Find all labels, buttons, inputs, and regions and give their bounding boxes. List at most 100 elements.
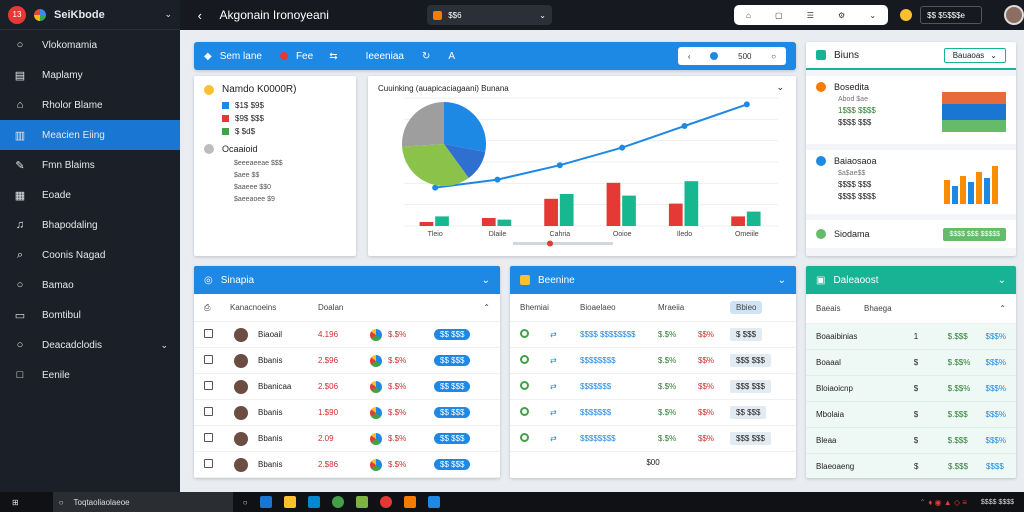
- chevron-up-icon[interactable]: ⌃: [999, 304, 1006, 313]
- summary-card-2[interactable]: Baiaosaoa $a$ae$$ $$$$ $$$ $$$$ $$$$: [806, 150, 1016, 214]
- link-icon[interactable]: ⇄: [550, 408, 557, 417]
- sidebar-item[interactable]: ▥ Meacien Eiing: [0, 120, 180, 150]
- extension-icon[interactable]: ⚙: [838, 10, 846, 20]
- chevron-down-icon[interactable]: ⌄: [777, 274, 786, 286]
- sidebar-item[interactable]: ○ Bamao: [0, 270, 180, 300]
- print-icon[interactable]: ⎙: [204, 302, 211, 312]
- table-row[interactable]: Bbanis 2.$86 $.$% $$ $$$: [194, 452, 500, 478]
- row-name[interactable]: $$$$$$$: [580, 382, 612, 391]
- link-icon[interactable]: ⇄: [550, 382, 557, 391]
- chevron-down-icon[interactable]: ⌄: [997, 274, 1006, 286]
- app-icon[interactable]: [355, 496, 368, 508]
- row-name[interactable]: $$$$ $$$$$$$$: [580, 330, 636, 339]
- table-row[interactable]: Bleaa $ $.$$$ $$$%: [806, 428, 1016, 454]
- link-icon[interactable]: ⇄: [550, 434, 557, 443]
- table-row[interactable]: Blaeoaeng $ $.$$$ $$$$: [806, 454, 1016, 478]
- column-header[interactable]: Mraeiia: [658, 303, 685, 312]
- chevron-down-icon[interactable]: ⌄: [869, 10, 877, 20]
- sidebar-item[interactable]: ▦ Eoade: [0, 180, 180, 210]
- chrome-icon[interactable]: [379, 496, 392, 508]
- mail-icon[interactable]: [427, 496, 440, 508]
- chevron-up-icon[interactable]: ⌃: [483, 303, 490, 312]
- table-panel-1: ◎ Sinapia ⌄ ⎙ Kanacnoeins Doalan ⌃ Biaoa…: [194, 266, 500, 478]
- table-row[interactable]: ⇄ $$$$$$$ $.$% $$% $$$ $$$: [510, 374, 796, 400]
- address-bar[interactable]: $$6 ⌄: [427, 5, 552, 25]
- column-header[interactable]: Bioaelaeo: [580, 303, 616, 312]
- notification-badge[interactable]: 13: [8, 5, 26, 24]
- link-icon[interactable]: ⇄: [550, 330, 557, 339]
- checkbox[interactable]: [204, 381, 213, 390]
- table-row[interactable]: Bbanicaa 2.$06 $.$% $$ $$$: [194, 374, 500, 400]
- sidebar-item[interactable]: ▤ Maplamy: [0, 60, 180, 90]
- text-icon[interactable]: A: [448, 50, 456, 62]
- back-arrow-icon[interactable]: ‹: [197, 7, 202, 23]
- link-icon[interactable]: ⇄: [550, 356, 557, 365]
- record-icon[interactable]: [279, 52, 288, 60]
- prev-icon[interactable]: ‹: [687, 51, 691, 61]
- table-row[interactable]: Bbanis 2.$96 $.$% $$ $$$: [194, 348, 500, 374]
- table-row[interactable]: ⇄ $$$$$$$$ $.$% $$% $$$ $$$: [510, 426, 796, 452]
- row-name[interactable]: $$$$$$$: [580, 408, 612, 417]
- column-header[interactable]: Kanacnoeins: [230, 303, 277, 312]
- sidebar-item[interactable]: ✎ Fmn Blaims: [0, 150, 180, 180]
- windows-icon[interactable]: ⊞: [12, 497, 19, 507]
- tray-icons[interactable]: ⌃ ♦ ◉ ▲ ◇ ≡: [919, 497, 967, 507]
- table-row[interactable]: Biaoail 4.196 $.$% $$ $$$: [194, 322, 500, 348]
- menu-icon[interactable]: ☰: [806, 10, 814, 20]
- chevron-down-icon[interactable]: ⌄: [539, 10, 546, 20]
- x-tick-label: Dlaile: [489, 231, 507, 238]
- toolbar-link[interactable]: Fee: [295, 50, 314, 62]
- refresh-icon[interactable]: ↻: [421, 50, 431, 62]
- row-name[interactable]: $$$$$$$$: [580, 356, 616, 365]
- sidebar-item[interactable]: ♫ Bhapodaling: [0, 210, 180, 240]
- checkbox[interactable]: [204, 329, 213, 338]
- chevron-down-icon[interactable]: ⌄: [164, 9, 172, 19]
- sidebar-item[interactable]: □ Eenile: [0, 360, 180, 390]
- account-search[interactable]: $$ $5$$$e: [920, 6, 983, 24]
- column-header[interactable]: Doalan: [318, 303, 344, 312]
- sidebar-item[interactable]: ○ Vlokomamia: [0, 30, 180, 60]
- summary-card-3[interactable]: Siodama $$$$ $$$ $$$$$: [806, 220, 1016, 248]
- clock[interactable]: $$$$ $$$$: [980, 498, 1014, 506]
- chevron-down-icon[interactable]: ⌄: [160, 339, 168, 350]
- table-row[interactable]: Mbolaia $ $.$$$ $$$%: [806, 402, 1016, 428]
- sidebar-item[interactable]: ⌂ Rholor Blame: [0, 90, 180, 120]
- column-header[interactable]: Baeais: [816, 304, 841, 313]
- checkbox[interactable]: [204, 433, 213, 442]
- table-row[interactable]: ⇄ $$$$ $$$$$$$$ $.$% $$% $ $$$: [510, 322, 796, 348]
- app-icon[interactable]: [403, 496, 416, 508]
- table-row[interactable]: Boaaibinias 1 $.$$$ $$$%: [806, 324, 1016, 350]
- column-header[interactable]: Bbieo: [730, 301, 763, 314]
- checkbox[interactable]: [204, 407, 213, 416]
- row-name[interactable]: $$$$$$$$: [580, 434, 616, 443]
- file-explorer-icon[interactable]: [259, 496, 272, 508]
- table-row[interactable]: Bbanis 1.$90 $.$% $$ $$$: [194, 400, 500, 426]
- tab-icon[interactable]: ▢: [775, 10, 783, 20]
- sidebar-item[interactable]: ⌕ Coonis Nagad: [0, 240, 180, 270]
- right-panel-button[interactable]: Bauaoas ⌄: [943, 47, 1006, 63]
- share-icon[interactable]: ⇆: [329, 50, 338, 62]
- chevron-down-icon[interactable]: ⌄: [481, 274, 490, 286]
- avatar[interactable]: [1004, 5, 1024, 25]
- folder-icon[interactable]: [283, 496, 296, 508]
- taskbar-search[interactable]: ○ Toqtaoliaolaeoe: [52, 492, 233, 512]
- table-row[interactable]: ⇄ $$$$$$$$ $.$% $$% $$$ $$$: [510, 348, 796, 374]
- home-icon[interactable]: ⌂: [746, 10, 751, 20]
- toolbar-link-2[interactable]: Ieeeniaa: [365, 50, 404, 62]
- checkbox[interactable]: [204, 459, 213, 468]
- sidebar-item[interactable]: ▭ Bomtibul: [0, 300, 180, 330]
- task-view-icon[interactable]: ○: [242, 497, 248, 507]
- table-row[interactable]: Bloiaoicnp $ $.$$% $$$%: [806, 376, 1016, 402]
- chevron-down-icon[interactable]: ⌄: [776, 82, 784, 92]
- table-row[interactable]: Bbanis 2.09 $.$% $$ $$$: [194, 426, 500, 452]
- checkbox[interactable]: [204, 355, 213, 364]
- browser-icon[interactable]: [331, 496, 344, 508]
- table-row[interactable]: ⇄ $$$$$$$ $.$% $$% $$ $$$: [510, 400, 796, 426]
- summary-card-1[interactable]: Bosedita Abod $ae 1$$$ $$$$ $$$$ $$$: [806, 76, 1016, 144]
- circle-icon[interactable]: ○: [771, 51, 777, 61]
- column-header[interactable]: Bhaega: [864, 304, 892, 313]
- store-icon[interactable]: [307, 496, 320, 508]
- sidebar-item[interactable]: ○ Deacadclodis ⌄: [0, 330, 180, 360]
- table-row[interactable]: Boaaal $ $.$$% $$$%: [806, 350, 1016, 376]
- column-header[interactable]: Bhemiai: [520, 303, 549, 312]
